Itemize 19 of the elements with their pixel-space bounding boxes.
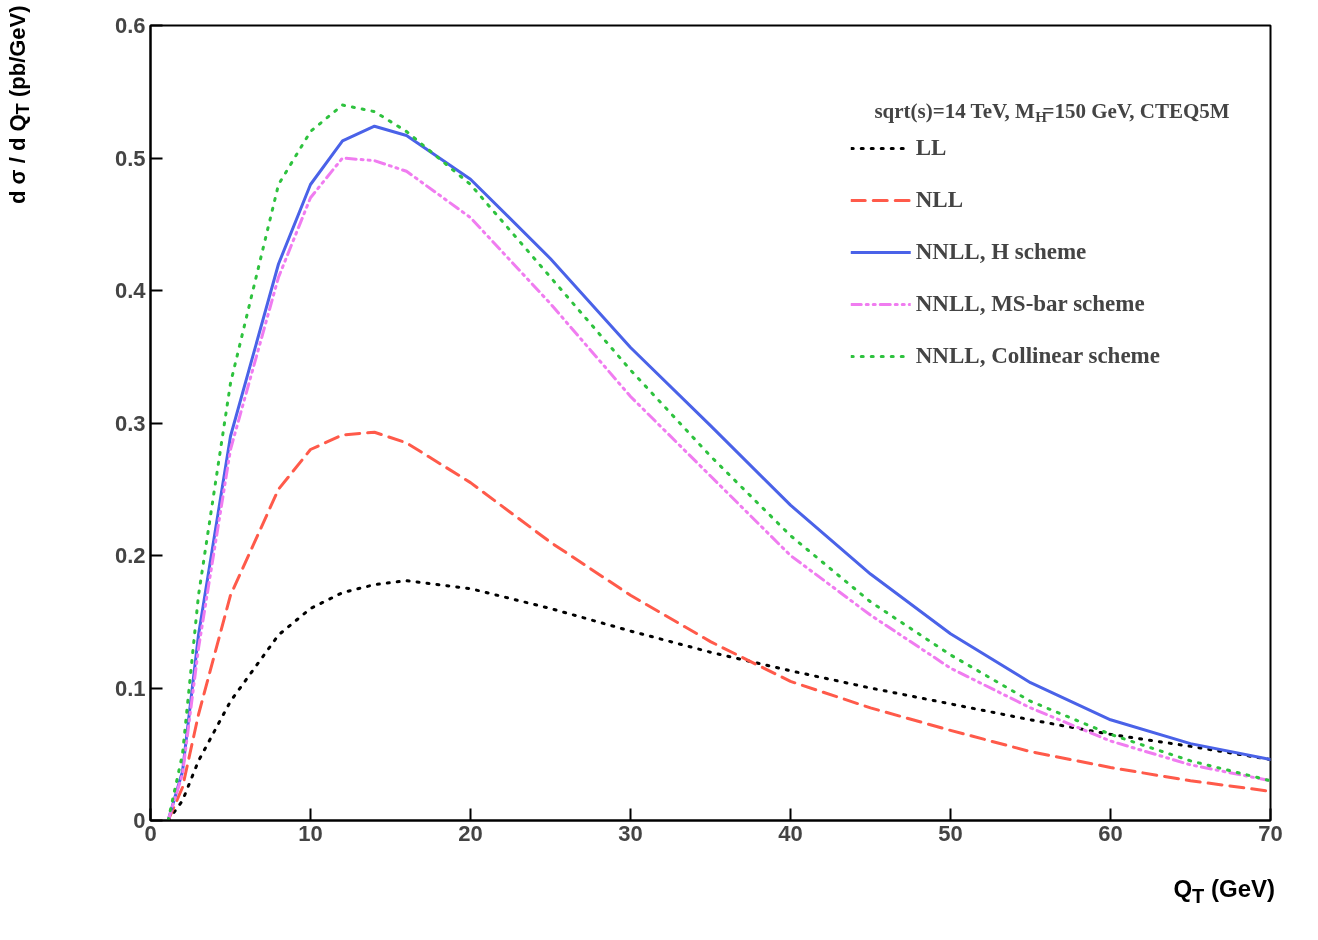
x-axis-title: Q$_{T}$ (GeV)	[1172, 875, 1275, 908]
y-tick-label: 0.3	[114, 410, 146, 436]
x-tick-label: 30	[618, 820, 643, 846]
y-tick-label: 0.6	[114, 13, 146, 38]
legend-label: NLL	[915, 187, 964, 213]
y-tick-label: 0.5	[114, 145, 146, 171]
y-tick-label: 0.4	[114, 278, 147, 303]
legend-label: LL	[915, 135, 947, 161]
x-tick-label: 60	[1098, 820, 1123, 846]
x-tick-label: 10	[298, 820, 323, 846]
y-tick-label: 0.1	[114, 675, 146, 701]
y-tick-label: 0.2	[114, 543, 146, 568]
legend-label: NNLL, MS-bar scheme	[915, 291, 1145, 317]
legend-label: NNLL, Collinear scheme	[915, 343, 1160, 369]
x-tick-label: 40	[778, 820, 803, 846]
legend-label: NNLL, H scheme	[915, 239, 1087, 265]
x-tick-label: 20	[458, 820, 483, 846]
x-tick-label: 70	[1258, 820, 1283, 846]
x-tick-label: 50	[938, 820, 963, 846]
